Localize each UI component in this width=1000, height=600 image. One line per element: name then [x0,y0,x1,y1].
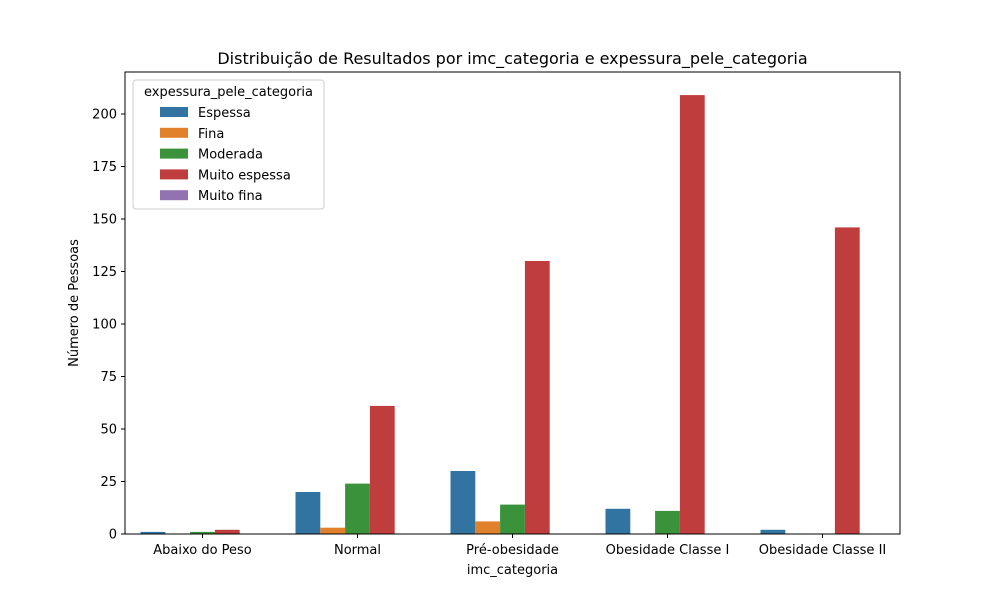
bars-group [140,95,860,534]
x-tick-label: Obesidade Classe I [606,543,730,558]
y-tick-label: 175 [92,160,117,175]
bar-fina-2 [475,521,501,534]
chart-title: Distribuição de Resultados por imc_categ… [217,49,807,69]
bar-fina-1 [320,527,346,534]
legend-label: Muito espessa [198,168,291,183]
y-tick-label: 25 [100,475,117,490]
legend: expessura_pele_categoria Espessa Fina Mode… [132,79,325,210]
y-axis: 0 25 50 75 100 125 150 175 200 [92,108,125,543]
legend-label: Espessa [198,106,251,121]
y-tick-label: 200 [92,108,117,123]
x-tick-label: Obesidade Classe II [759,543,886,558]
legend-label: Moderada [198,148,263,163]
legend-label: Muito fina [198,189,263,204]
legend-swatch [160,127,188,138]
bar-moderada-0 [190,531,215,534]
x-tick-label: Pré-obesidade [466,543,559,558]
y-tick-label: 125 [92,265,117,280]
bar-moderada-3 [655,510,680,534]
bar-moderada-1 [345,483,370,534]
legend-label: Fina [198,127,224,142]
bar-espessa-4 [760,529,786,534]
y-tick-label: 75 [100,370,117,385]
legend-swatch [160,169,188,180]
legend-items: Espessa Fina Moderada Muito espessa Muito fi… [160,106,291,204]
bar-muito-espessa-4 [834,227,860,534]
legend-swatch [160,107,188,117]
bar-espessa-0 [140,531,166,534]
bar-muito-espessa-2 [524,261,550,534]
y-tick-label: 100 [92,318,117,333]
legend-title: expessura_pele_categoria [144,85,313,100]
y-tick-label: 0 [109,528,117,543]
y-axis-label: Número de Pessoas [67,239,82,367]
bar-espessa-3 [605,508,631,534]
x-tick-label: Normal [334,543,381,558]
bar-espessa-1 [295,492,321,534]
bar-muito-espessa-1 [369,405,395,534]
bar-espessa-2 [450,471,476,534]
bar-moderada-2 [500,504,525,534]
y-tick-label: 50 [100,423,117,438]
bar-muito-espessa-0 [214,529,240,534]
x-axis-label: imc_categoria [467,563,558,578]
x-tick-label: Abaixo do Peso [153,543,252,558]
bar-muito-espessa-3 [679,95,705,534]
legend-swatch [160,190,188,201]
legend-swatch [160,148,188,159]
x-axis: Abaixo do Peso Normal Pré-obesidade Obesida… [153,534,886,558]
y-tick-label: 150 [92,213,117,228]
